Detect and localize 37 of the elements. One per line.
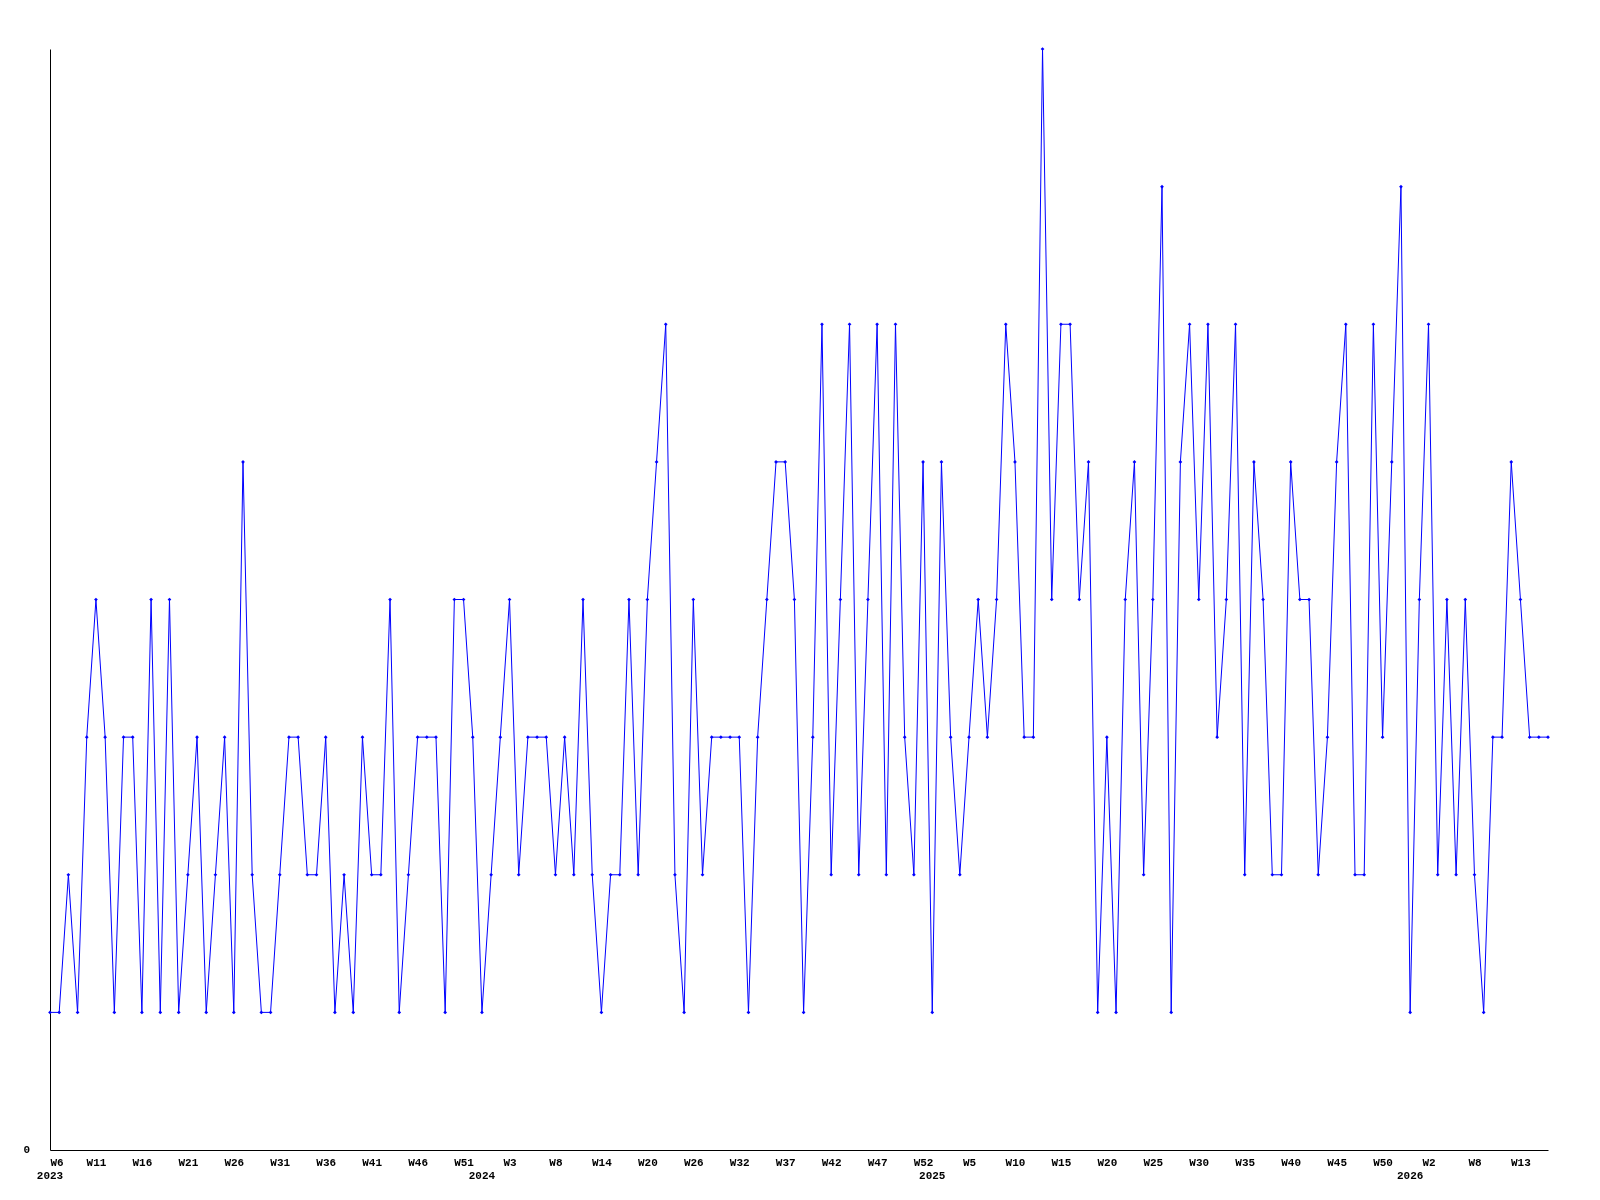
x-tick-label: W3 bbox=[503, 1156, 518, 1169]
x-tick-label: W26 bbox=[683, 1156, 704, 1169]
x-tick-label: W25 bbox=[1143, 1156, 1164, 1169]
x-tick-label: W40 bbox=[1281, 1156, 1302, 1169]
x-tick-label: W50 bbox=[1373, 1156, 1393, 1169]
x-tick-label: W30 bbox=[1189, 1156, 1210, 1169]
x-tick-label: W5 bbox=[962, 1156, 977, 1169]
x-tick-label: W16 bbox=[132, 1156, 153, 1169]
x-tick-label: W11 bbox=[86, 1156, 107, 1169]
x-tick-label: W47 bbox=[867, 1156, 888, 1169]
x-tick-label: W32 bbox=[729, 1156, 750, 1169]
x-tick-label: W21 bbox=[178, 1156, 199, 1169]
x-tick-label: W42 bbox=[821, 1156, 842, 1169]
x-tick-label: W8 bbox=[549, 1156, 563, 1169]
text: 0 bbox=[23, 1144, 30, 1156]
x-tick-label: W2 bbox=[1422, 1156, 1436, 1169]
x-tick-label: W41 bbox=[362, 1156, 383, 1169]
category-label: W6 2023 bbox=[36, 1156, 64, 1182]
x-tick-label: W52 bbox=[913, 1156, 934, 1169]
x-tick-label: 2025 bbox=[919, 1170, 946, 1182]
x-tick-label: W26 bbox=[224, 1156, 245, 1169]
x-tick-label: W20 bbox=[637, 1156, 658, 1169]
x-tick-label: W37 bbox=[775, 1156, 796, 1169]
x-tick-label: W46 bbox=[408, 1156, 429, 1169]
x-tick-label: W35 bbox=[1235, 1156, 1256, 1169]
x-tick-label: 2026 bbox=[1396, 1170, 1424, 1182]
x-tick-label: W15 bbox=[1051, 1156, 1072, 1169]
x-tick-label: W51 bbox=[454, 1156, 475, 1169]
x-tick-label: W45 bbox=[1327, 1156, 1348, 1169]
x-tick-label: W31 bbox=[270, 1156, 291, 1169]
x-tick-label: W8 bbox=[1468, 1156, 1482, 1169]
x-tick-label: W14 bbox=[592, 1156, 613, 1169]
x-tick-label: W13 bbox=[1511, 1156, 1532, 1169]
x-tick-label: W10 bbox=[1005, 1156, 1026, 1169]
x-tick-label: W36 bbox=[316, 1156, 337, 1169]
x-tick-label: W20 bbox=[1097, 1156, 1118, 1169]
x-tick-label: 2024 bbox=[468, 1170, 496, 1182]
